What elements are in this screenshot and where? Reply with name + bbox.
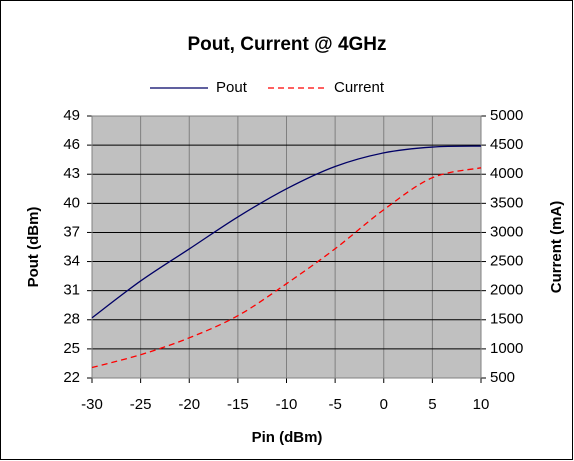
- y2-tick-label: 4000: [490, 165, 523, 182]
- y2-tick-label: 2500: [490, 253, 523, 270]
- y2-tick-label: 1500: [490, 311, 523, 328]
- x-tick-label: -25: [130, 396, 152, 413]
- y-tick-label: 25: [63, 340, 80, 357]
- y-tick-label: 40: [63, 194, 80, 211]
- x-tick-label: -15: [227, 396, 249, 413]
- x-tick-label: -10: [276, 396, 298, 413]
- y-tick-label: 37: [63, 223, 80, 240]
- y2-tick-label: 4500: [490, 136, 523, 153]
- y2-tick-label: 500: [490, 369, 515, 386]
- series-line: [91, 167, 482, 369]
- series-line: [91, 145, 482, 319]
- plot-border: [91, 115, 482, 379]
- y2-tick-label: 3500: [490, 194, 523, 211]
- y2-axis-title: Current (mA): [548, 201, 565, 294]
- y2-tick-label: 3000: [490, 223, 523, 240]
- chart-title: Pout, Current @ 4GHz: [187, 34, 386, 55]
- y-tick-label: 28: [63, 311, 80, 328]
- y-tick-label: 49: [63, 107, 80, 124]
- y-tick-label: 22: [63, 369, 80, 386]
- legend-label: Pout: [216, 79, 248, 96]
- y-tick-label: 43: [63, 165, 80, 182]
- y2-tick-label: 5000: [490, 107, 523, 124]
- y-tick-label: 46: [63, 136, 80, 153]
- x-tick-label: -30: [81, 396, 103, 413]
- x-tick-label: 0: [380, 396, 388, 413]
- y-tick-label: 34: [63, 253, 80, 270]
- y2-tick-label: 2000: [490, 282, 523, 299]
- x-tick-label: -5: [328, 396, 341, 413]
- x-tick-label: 5: [428, 396, 436, 413]
- y-tick-label: 31: [63, 282, 80, 299]
- legend-label: Current: [334, 79, 385, 96]
- x-tick-label: 10: [473, 396, 490, 413]
- x-tick-label: -20: [178, 396, 200, 413]
- y-axis-title: Pout (dBm): [25, 207, 42, 288]
- y2-tick-label: 1000: [490, 340, 523, 357]
- x-axis-title: Pin (dBm): [252, 429, 323, 446]
